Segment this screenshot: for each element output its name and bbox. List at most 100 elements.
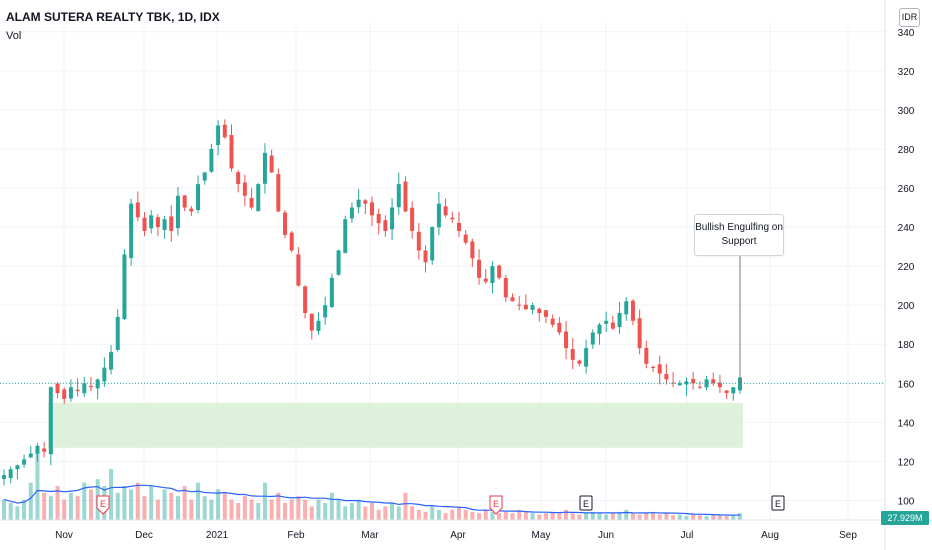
- volume-bar: [256, 503, 261, 520]
- volume-bar: [463, 509, 468, 520]
- volume-bar: [483, 509, 488, 520]
- candle-body: [149, 215, 154, 229]
- candle-body: [102, 367, 107, 382]
- volume-bar: [664, 513, 669, 520]
- volume-ma-line: [3, 484, 741, 516]
- candle-body: [109, 352, 114, 370]
- candle-body: [75, 389, 80, 392]
- price-tick-label: 120: [898, 457, 915, 468]
- candle-body: [229, 134, 234, 169]
- volume-bar: [557, 513, 562, 520]
- volume-bar: [523, 511, 528, 520]
- volume-bar: [48, 496, 53, 520]
- volume-bar: [229, 499, 234, 520]
- candle-body: [390, 207, 395, 230]
- volume-bar: [35, 452, 40, 520]
- volume-bar: [75, 496, 80, 520]
- volume-bar: [182, 486, 187, 520]
- volume-bar: [269, 499, 274, 520]
- volume-bar: [577, 514, 582, 520]
- price-tick-label: 180: [898, 340, 915, 351]
- volume-bar: [717, 515, 722, 520]
- volume-bar: [584, 513, 589, 520]
- earnings-marker-label: E: [493, 499, 499, 509]
- candle-body: [383, 220, 388, 231]
- price-axis: 100 120 140 160 180 200 220 240 260 280 300 320 340: [884, 0, 915, 550]
- candle-body: [242, 182, 247, 196]
- volume-bar: [724, 515, 729, 520]
- time-tick-label: Feb: [287, 530, 305, 541]
- volume-bar: [383, 506, 388, 520]
- candle-body: [303, 286, 308, 313]
- volume-bar: [242, 496, 247, 520]
- candle-body: [691, 378, 696, 384]
- volume-bar: [82, 482, 87, 520]
- volume-bar: [370, 503, 374, 520]
- candle-body: [62, 389, 67, 399]
- candle-body: [630, 300, 635, 321]
- volume-bar: [115, 492, 120, 520]
- volume-bar: [249, 499, 254, 520]
- volume-bar: [309, 506, 314, 520]
- time-tick-label: Mar: [361, 530, 379, 541]
- candle-body: [697, 386, 702, 388]
- volume-bar: [289, 499, 294, 520]
- volume-bar: [262, 482, 267, 520]
- price-tick-label: 140: [898, 418, 915, 429]
- candle-body: [289, 232, 294, 251]
- volume-bar: [416, 509, 421, 520]
- candle-body: [617, 312, 622, 327]
- candle-body: [175, 195, 180, 229]
- candle-body: [222, 124, 227, 138]
- chart-annotation[interactable]: Bullish Engulfing on Support: [694, 214, 784, 256]
- candle-body: [370, 202, 374, 216]
- candle-body: [216, 125, 221, 146]
- volume-bar: [109, 469, 114, 520]
- candle-body: [135, 202, 140, 218]
- volume-bar: [637, 514, 642, 520]
- volume-bar: [497, 513, 502, 520]
- support-zone: [48, 402, 743, 448]
- earnings-marker[interactable]: E: [771, 495, 785, 511]
- volume-bar: [490, 511, 495, 520]
- candle-body: [35, 445, 40, 454]
- candle-body: [15, 465, 20, 470]
- volume-bar: [477, 513, 482, 520]
- volume-bar: [657, 514, 662, 520]
- price-tick-label: 280: [898, 145, 915, 156]
- candle-body: [637, 318, 642, 349]
- volume-bar: [564, 509, 569, 520]
- volume-bar: [296, 496, 301, 520]
- candle-body: [530, 305, 535, 310]
- currency-badge[interactable]: IDR: [899, 8, 920, 27]
- candle-body: [82, 383, 87, 394]
- earnings-marker[interactable]: E: [489, 495, 503, 515]
- volume-bar: [597, 513, 602, 520]
- volume-bar: [28, 482, 33, 520]
- volume-bar: [8, 503, 13, 520]
- candle-body: [537, 308, 542, 313]
- candle-body: [456, 222, 461, 231]
- candle-body: [597, 324, 602, 334]
- volume-bar: [142, 496, 147, 520]
- candle-body: [724, 390, 729, 394]
- volume-bar: [42, 492, 47, 520]
- annotation-line-2: Support: [721, 236, 757, 247]
- earnings-marker[interactable]: E: [579, 495, 593, 511]
- candle-body: [256, 184, 261, 212]
- candle-body: [450, 217, 455, 220]
- candle-body: [443, 206, 448, 216]
- volume-bar: [590, 511, 595, 520]
- candle-body: [196, 184, 201, 210]
- volume-bar: [470, 511, 475, 520]
- candle-body: [651, 366, 656, 368]
- volume-bar: [543, 513, 548, 520]
- volume-bar: [610, 513, 615, 520]
- candle-body: [677, 383, 682, 386]
- candle-body: [202, 172, 207, 181]
- price-tick-label: 260: [898, 184, 915, 195]
- earnings-marker[interactable]: E: [96, 495, 110, 515]
- time-tick-label: Dec: [135, 530, 153, 541]
- volume-bar: [503, 511, 508, 520]
